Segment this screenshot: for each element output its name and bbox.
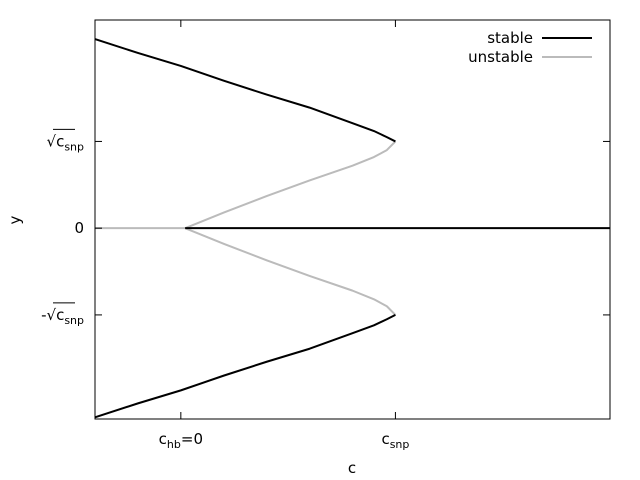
y-axis-label: y — [6, 215, 24, 224]
curves-layer — [94, 38, 610, 419]
plot-frame — [94, 19, 611, 420]
x-tick-label-sub-1: hb — [167, 438, 181, 451]
y-tick-label-prefix-1: √ — [47, 132, 57, 150]
stable-curve-1 — [94, 38, 396, 143]
y-tick-label-sub-3: snp — [64, 314, 84, 327]
y-tick-label-main-1: c — [56, 132, 64, 150]
y-tick-label-2: 0 — [74, 219, 84, 237]
x-tick-label-main-1: c — [159, 430, 167, 448]
y-tick-label-sub-1: snp — [64, 140, 84, 153]
ticks-layer — [95, 20, 610, 419]
y-tick-label-main-3: c — [56, 306, 64, 324]
y-tick-label-1: √csnp — [47, 132, 85, 153]
y-tick-label-3: -√csnp — [41, 306, 84, 327]
unstable-curve-3 — [184, 227, 397, 316]
x-tick-label-2: csnp — [381, 430, 409, 451]
legend-label-stable: stable — [487, 29, 533, 47]
y-tick-label-main-2: 0 — [74, 219, 84, 237]
x-tick-label-suffix-1: =0 — [181, 430, 203, 448]
unstable-curve-2 — [184, 140, 397, 230]
stable-curve-2 — [94, 314, 396, 419]
legend-label-unstable: unstable — [468, 48, 533, 66]
x-tick-label-sub-2: snp — [390, 438, 410, 451]
y-tick-label-prefix-3: -√ — [41, 306, 56, 324]
x-axis-label: c — [348, 459, 356, 477]
x-tick-label-1: chb=0 — [159, 430, 203, 451]
x-tick-label-main-2: c — [381, 430, 389, 448]
